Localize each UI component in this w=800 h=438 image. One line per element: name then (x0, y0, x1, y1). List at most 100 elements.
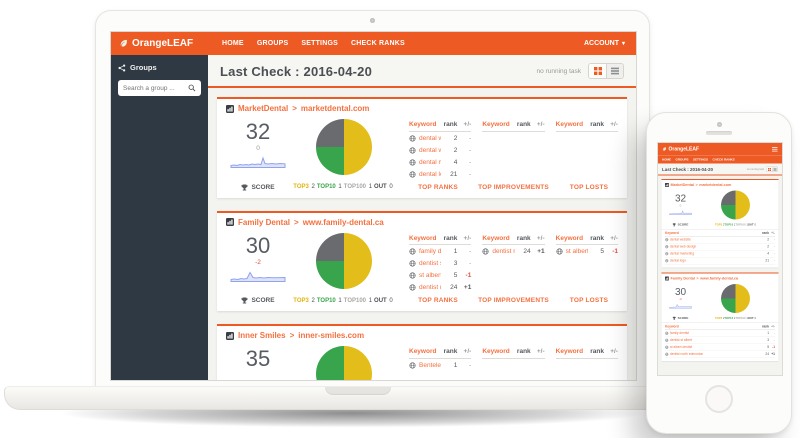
keyword-table: Keyword rank +/- family dentist 1 - dent… (661, 322, 779, 362)
list-icon (773, 167, 777, 171)
score-block: 35 (226, 346, 290, 380)
account-menu[interactable]: ACCOUNT ▾ (584, 32, 636, 55)
keyword-header: Keyword (409, 348, 437, 355)
nav-item-check-ranks[interactable]: CHECK RANKS (350, 40, 405, 47)
search-icon[interactable] (188, 84, 196, 92)
rank-header: rank (590, 234, 604, 242)
score-label: SCORE (665, 223, 696, 227)
search-input[interactable] (123, 84, 185, 92)
rank-pie-chart (721, 190, 750, 220)
keyword-link[interactable]: dental logo (409, 171, 441, 178)
keyword-link[interactable]: dental marketing (665, 252, 761, 256)
rank-header: rank (443, 348, 458, 355)
sidebar-groups-label: Groups (130, 63, 157, 72)
bar-chart-icon (226, 104, 234, 113)
grid-view-button[interactable] (766, 167, 772, 172)
score-sparkline-chart (230, 271, 286, 282)
keyword-header: Keyword (482, 234, 510, 242)
keyword-link[interactable]: dental marketing (409, 159, 441, 166)
desktop-app-screen: OrangeLEAF HOME GROUPS SETTINGS CHECK RA… (110, 31, 637, 381)
score-change: -2 (679, 297, 682, 301)
globe-icon (409, 284, 416, 291)
list-icon (611, 67, 619, 75)
card-title-link[interactable]: Inner Smiles > inner-smiles.com (217, 326, 627, 343)
phone-home-button[interactable] (705, 385, 733, 413)
table-header: Keyword rank +/- (482, 233, 545, 245)
top-losts-table: Keyword rank +/- (555, 346, 618, 380)
top-ranks-link[interactable]: TOP RANKS (418, 183, 458, 191)
accent-divider (658, 174, 782, 176)
table-row: dental web design 2 - (409, 144, 471, 156)
top-losts-link[interactable]: TOP LOSTS (569, 183, 609, 191)
globe-icon (482, 248, 489, 255)
keyword-link[interactable]: st albert dentist (556, 248, 588, 255)
rank-pie-chart (316, 232, 372, 289)
keyword-link[interactable]: family dentist (665, 332, 761, 335)
nav-item-home[interactable]: HOME (662, 158, 671, 162)
nav-item-check-ranks[interactable]: CHECK RANKS (712, 158, 735, 162)
keyword-link[interactable]: dentist st albert (665, 339, 761, 342)
list-view-button[interactable] (606, 64, 623, 78)
leaf-icon (120, 39, 127, 47)
card-title-link[interactable]: MarketDental > marketdental.com (662, 180, 779, 189)
keyword-link[interactable]: dental logo (665, 259, 761, 263)
globe-icon (409, 134, 416, 142)
top-improvements-link[interactable]: TOP IMPROVEMENTS (478, 183, 549, 191)
site-card-family-dental: Family Dental > www.family-dental.ca 30 … (661, 272, 779, 362)
site-card-marketdental: MarketDental > marketdental.com 32 0 (661, 179, 779, 268)
card-title-link[interactable]: MarketDental > marketdental.com (217, 99, 627, 116)
card-title-link[interactable]: Family Dental > www.family-dental.ca (662, 274, 779, 283)
grid-view-button[interactable] (589, 64, 606, 78)
nav-item-settings[interactable]: SETTINGS (301, 40, 338, 47)
phone-brand-logo[interactable]: OrangeLEAF (662, 147, 699, 152)
group-name: Inner Smiles (238, 331, 286, 340)
keyword-link[interactable]: dental web design (409, 147, 441, 154)
nav-item-groups[interactable]: GROUPS (256, 40, 289, 47)
top-ranks-link[interactable]: TOP RANKS (418, 297, 458, 304)
keyword-link[interactable]: dental web design (665, 245, 761, 249)
keyword-link[interactable]: st albert dentist (409, 272, 441, 279)
table-header: Keyword rank +/- (555, 233, 618, 245)
table-header: Keyword rank +/- (482, 119, 545, 132)
groups-icon (118, 63, 126, 72)
nav-item-settings[interactable]: SETTINGS (693, 158, 709, 162)
score-label: SCORE (226, 184, 290, 191)
keyword-link[interactable]: dentist north ed... (409, 284, 441, 291)
table-row: dental website 2 - (665, 237, 775, 244)
score-block: 32 0 (665, 193, 696, 218)
rank-legend: TOP3 2TOP10 1TOP100 1OUT 0 (715, 223, 756, 227)
score-change: 0 (679, 204, 682, 208)
top-losts-table: Keyword rank +/- (555, 119, 618, 180)
card-title-link[interactable]: Family Dental > www.family-dental.ca (217, 213, 627, 230)
brand-logo[interactable]: OrangeLEAF (111, 32, 208, 55)
nav-item-groups[interactable]: GROUPS (675, 158, 689, 162)
top-losts-link[interactable]: TOP LOSTS (569, 297, 609, 304)
status-text: no running task (746, 167, 764, 171)
keyword-link[interactable]: dentist st albert (409, 260, 441, 267)
menu-icon[interactable] (772, 146, 779, 153)
table-row: dentist st albert 3 - (409, 257, 471, 269)
keyword-link[interactable]: family dentist (409, 248, 441, 255)
phone-navbar: OrangeLEAF (658, 143, 782, 156)
keyword-link[interactable]: Bentele Orthodo... (409, 362, 441, 369)
keyword-link[interactable]: st albert dentist (665, 346, 761, 349)
rank-distribution (290, 346, 398, 380)
rank-value: 3 (453, 260, 458, 267)
keyword-link[interactable]: dental website (409, 135, 441, 142)
nav-item-home[interactable]: HOME (222, 40, 244, 47)
page-title: Last Check : 2016-04-20 (662, 166, 714, 172)
keyword-link[interactable]: dentist north edmonton (665, 353, 761, 356)
sidebar: Groups (111, 55, 208, 380)
keyword-link[interactable]: dental website (665, 238, 761, 242)
table-row: dentist north ed... 24 +1 (409, 281, 471, 293)
phone-speaker (706, 131, 732, 135)
top-improvements-link[interactable]: TOP IMPROVEMENTS (478, 297, 549, 304)
change-header: +/- (463, 234, 472, 242)
globe-icon (409, 248, 416, 255)
table-header: Keyword rank +/- (409, 346, 472, 359)
bar-chart-icon (226, 218, 234, 226)
globe-icon (665, 245, 669, 249)
list-view-button[interactable] (772, 167, 778, 172)
keyword-link[interactable]: dentist north ed... (482, 248, 515, 255)
